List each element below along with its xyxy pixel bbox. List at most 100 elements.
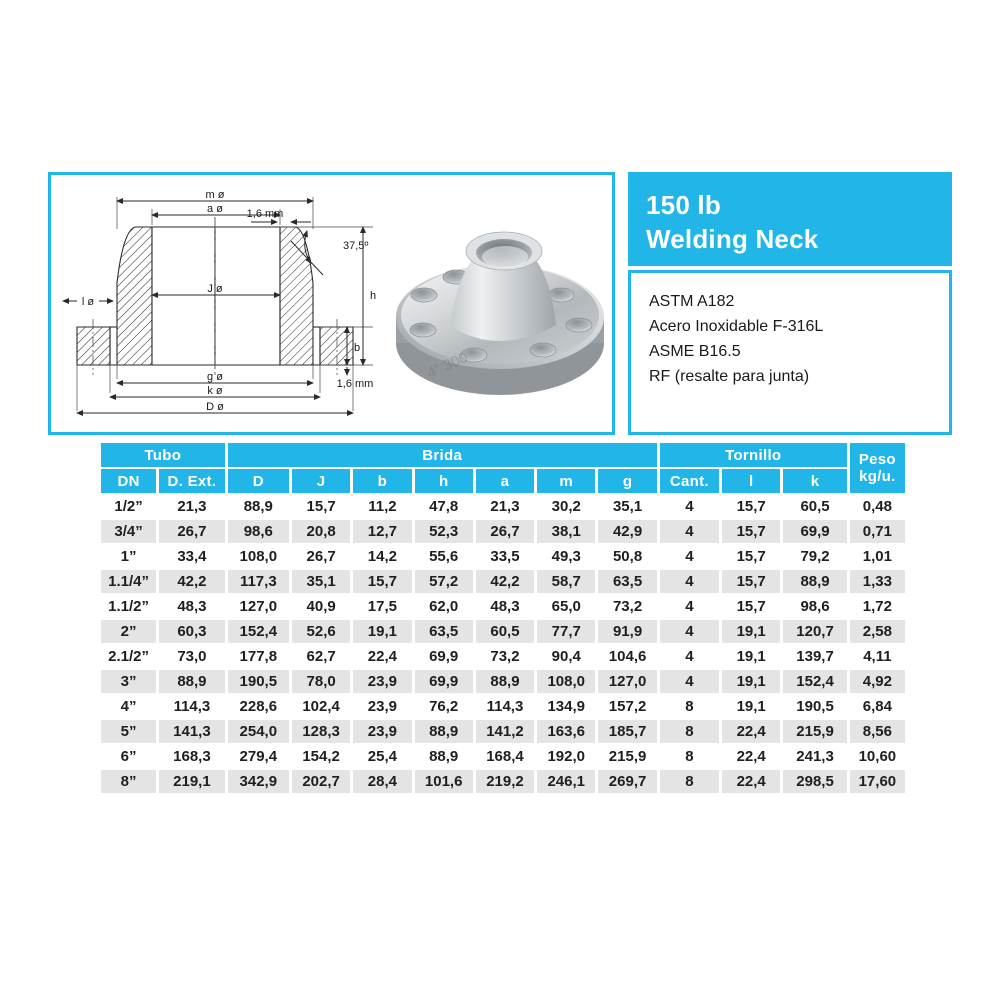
col-header-h: h [414,469,473,493]
cell-dn: 4” [101,695,157,718]
table-row: 1.1/4” 42,2 117,3 35,1 15,7 57,2 42,2 58,7 63,5 4… [101,570,905,593]
cell-h: 62,0 [414,595,473,618]
cell-g: 91,9 [598,620,657,643]
table-row: 2.1/2” 73,0 177,8 62,7 22,4 69,9 73,2 90,4 104,6… [101,645,905,668]
cell-h: 55,6 [414,545,473,568]
cell-peso: 0,71 [849,520,905,543]
dim-label-g: g ø [207,371,223,383]
cell-j: 154,2 [291,745,351,768]
cell-b: 22,4 [353,645,412,668]
cell-peso: 0,48 [849,495,905,518]
cell-peso: 1,72 [849,595,905,618]
cell-h: 69,9 [414,670,473,693]
cell-d-ext: 219,1 [159,770,225,793]
cell-l: 19,1 [722,695,781,718]
cell-k: 69,9 [783,520,847,543]
cell-b: 23,9 [353,670,412,693]
cell-dn: 3” [101,670,157,693]
cell-l: 15,7 [722,545,781,568]
cell-g: 185,7 [598,720,657,743]
table-row: 1.1/2” 48,3 127,0 40,9 17,5 62,0 48,3 65,0 73,2 4… [101,595,905,618]
cell-b: 12,7 [353,520,412,543]
cell-k: 60,5 [783,495,847,518]
cell-m: 246,1 [537,770,596,793]
cell-m: 134,9 [537,695,596,718]
table-row: 3/4” 26,7 98,6 20,8 12,7 52,3 26,7 38,1 42,9 4 15,… [101,520,905,543]
cell-m: 49,3 [537,545,596,568]
cell-l: 15,7 [722,520,781,543]
table-row: 1” 33,4 108,0 26,7 14,2 55,6 33,5 49,3 50,8 4 15,7… [101,545,905,568]
cell-j: 26,7 [291,545,351,568]
cell-m: 163,6 [537,720,596,743]
table-row: 6” 168,3 279,4 154,2 25,4 88,9 168,4 192,0 215,9… [101,745,905,768]
cell-dn: 1/2” [101,495,157,518]
cell-cant: 8 [659,745,720,768]
cell-h: 52,3 [414,520,473,543]
cell-d-ext: 26,7 [159,520,225,543]
dim-label-d: D ø [206,401,224,413]
group-header-tornillo: Tornillo [659,443,847,467]
cell-cant: 8 [659,695,720,718]
cell-h: 88,9 [414,745,473,768]
cell-g: 42,9 [598,520,657,543]
cell-d-ext: 168,3 [159,745,225,768]
cell-peso: 4,92 [849,670,905,693]
cell-cant: 4 [659,520,720,543]
cell-g: 63,5 [598,570,657,593]
col-header-m: m [537,469,596,493]
col-header-b: b [353,469,412,493]
cell-j: 78,0 [291,670,351,693]
cell-h: 57,2 [414,570,473,593]
dim-label-j: J ø [207,283,223,295]
cell-cant: 4 [659,645,720,668]
table-row: 4” 114,3 228,6 102,4 23,9 76,2 114,3 134,9 157,2… [101,695,905,718]
cell-b: 19,1 [353,620,412,643]
cell-d: 177,8 [227,645,289,668]
cell-b: 25,4 [353,745,412,768]
dim-label-k: k ø [207,385,223,397]
specification-box: ASTM A182 Acero Inoxidable F-316L ASME B… [628,270,952,435]
cell-peso: 6,84 [849,695,905,718]
peso-unit: kg/u. [859,468,896,485]
cell-dn: 5” [101,720,157,743]
table-row: 8” 219,1 342,9 202,7 28,4 101,6 219,2 246,1 269,… [101,770,905,793]
cell-m: 38,1 [537,520,596,543]
table-head: Tubo Brida Tornillo Peso kg/u. DN D. Ext… [101,443,905,493]
cell-cant: 4 [659,670,720,693]
cell-d: 117,3 [227,570,289,593]
cell-g: 157,2 [598,695,657,718]
cell-a: 26,7 [475,520,535,543]
cell-l: 15,7 [722,570,781,593]
cell-d: 228,6 [227,695,289,718]
cell-cant: 8 [659,770,720,793]
cell-dn: 1.1/4” [101,570,157,593]
cell-peso: 10,60 [849,745,905,768]
col-header-d-ext: D. Ext. [159,469,225,493]
cell-l: 22,4 [722,770,781,793]
cell-d: 88,9 [227,495,289,518]
spec-material: Acero Inoxidable F-316L [649,318,824,335]
cell-g: 104,6 [598,645,657,668]
dim-label-l: l ø [82,296,95,308]
flange-photo: 4" 300 [388,185,613,430]
cell-b: 14,2 [353,545,412,568]
cell-a: 141,2 [475,720,535,743]
cell-peso: 1,01 [849,545,905,568]
cell-peso: 4,11 [849,645,905,668]
col-header-cant: Cant. [659,469,720,493]
cell-d-ext: 48,3 [159,595,225,618]
cell-peso: 8,56 [849,720,905,743]
table-row: 5” 141,3 254,0 128,3 23,9 88,9 141,2 163,6 185,7… [101,720,905,743]
table-row: 3” 88,9 190,5 78,0 23,9 69,9 88,9 108,0 127,0 4 19… [101,670,905,693]
cell-peso: 1,33 [849,570,905,593]
cell-a: 114,3 [475,695,535,718]
cell-h: 76,2 [414,695,473,718]
cell-cant: 8 [659,720,720,743]
col-header-j: J [291,469,351,493]
cell-b: 11,2 [353,495,412,518]
cell-b: 23,9 [353,695,412,718]
table-row: 2” 60,3 152,4 52,6 19,1 63,5 60,5 77,7 91,9 4 19,1… [101,620,905,643]
col-header-l: l [722,469,781,493]
cell-b: 23,9 [353,720,412,743]
cell-k: 88,9 [783,570,847,593]
